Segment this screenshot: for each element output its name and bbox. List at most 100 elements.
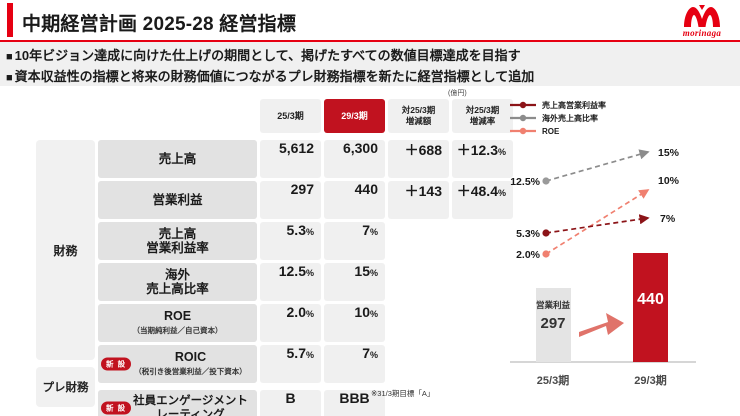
chart-label-roe-start: 2.0% (516, 249, 541, 261)
morinaga-m-logo-icon (684, 5, 720, 27)
chart-xtick-fy25: 25/3期 (537, 373, 569, 387)
row-value-fy25: 2.0% (260, 304, 321, 342)
row-value-fy25: 5.3% (260, 222, 321, 260)
row-label-text-line2: レーティング (156, 409, 225, 416)
row-label-text-line1: 海外 (164, 268, 190, 282)
row-value-fy25: 5.7% (260, 345, 321, 383)
bullet-square-icon: ■ (6, 51, 13, 63)
value-number: ＋688 (404, 142, 442, 158)
row-value-change-amount (388, 345, 449, 383)
chart-label-overseas-start: 12.5% (510, 176, 540, 188)
row-value-fy25: B (260, 390, 321, 416)
chart-line-roe (542, 189, 650, 258)
new-badge: 新 設 (101, 401, 132, 415)
value-number: 15 (354, 263, 370, 279)
value-number: ＋48.4 (456, 183, 498, 199)
bullet-item-1: ■ 10年ビジョン達成に向けた仕上げの期間として、掲げたすべての数値目標達成を目指… (6, 46, 740, 67)
row-label-operating-income: 営業利益 (98, 181, 257, 219)
table-col-header-fy29: 29/3期 (324, 99, 385, 133)
bar-value-fy29: 440 (637, 291, 664, 308)
value-unit: % (305, 309, 314, 319)
table-col-header-fy25: 25/3期 (260, 99, 321, 133)
bar-caption-operating-income: 営業利益 (536, 300, 571, 310)
value-number: 7 (362, 222, 370, 238)
header-accent-bar (7, 3, 13, 37)
table-row: 海外 売上高比率 12.5% 15% (98, 263, 513, 301)
col-header-label: 29/3期 (341, 110, 368, 121)
row-label-text-line1: 社員エンゲージメント (133, 395, 248, 407)
row-label-roic: 新 設 ROIC （税引き後営業利益／投下資本） (98, 345, 257, 383)
value-number: ＋12.3 (456, 142, 498, 158)
value-number: 10 (354, 304, 370, 320)
trend-point-margin-start (542, 229, 550, 237)
chart-xtick-fy29: 29/3期 (634, 373, 666, 387)
row-value-change-amount (388, 263, 449, 301)
value-unit: % (369, 350, 378, 360)
col-header-label-line2: 増減率 (469, 116, 496, 126)
row-label-text: 営業利益 (152, 193, 203, 207)
legend-marker-operating-margin (519, 101, 527, 109)
table-footnote: ※31/3期目標「A」 (371, 389, 435, 398)
row-value-change-amount (388, 304, 449, 342)
row-value-change-amount: ＋143 (388, 181, 449, 219)
chart-line-overseas-ratio (542, 149, 650, 185)
value-number: 6,300 (342, 140, 378, 156)
value-number: 5.7 (286, 345, 306, 361)
value-number: 2.0 (286, 304, 306, 320)
table-group-label-financial: 財務 (36, 140, 95, 360)
row-value-change-amount: ＋688 (388, 140, 449, 178)
row-value-fy25: 12.5% (260, 263, 321, 301)
row-value-fy29: 440 (324, 181, 385, 219)
row-value-fy29: 15% (324, 263, 385, 301)
table-header-row: 25/3期 29/3期 対25/3期 増減額 対25/3期 増減率 (260, 99, 513, 133)
table-col-header-change-amount: 対25/3期 増減額 (388, 99, 449, 133)
table-col-header-change-rate: 対25/3期 増減率 (452, 99, 513, 133)
chart-label-margin-end: 7% (660, 213, 676, 225)
new-badge: 新 設 (101, 357, 132, 371)
value-unit: % (305, 268, 314, 278)
row-label-text-line2: 営業利益率 (146, 241, 209, 255)
bar-fy29-operating-income (633, 253, 668, 362)
bar-fy25-operating-income (536, 288, 571, 362)
table-row: 売上高 営業利益率 5.3% 7% (98, 222, 513, 260)
chart-label-overseas-end: 15% (658, 147, 680, 159)
row-label-operating-margin: 売上高 営業利益率 (98, 222, 257, 260)
col-header-label-line1: 対25/3期 (401, 105, 436, 115)
chart-label-margin-start: 5.3% (516, 228, 541, 240)
col-header-label: 25/3期 (277, 110, 304, 121)
row-value-change-rate: ＋48.4% (452, 181, 513, 219)
value-number: 7 (362, 345, 370, 361)
page-title: 中期経営計画 2025-28 経営指標 (22, 14, 297, 35)
group-label-text: 財務 (53, 243, 78, 258)
value-unit: % (369, 309, 378, 319)
row-value-fy29: 10% (324, 304, 385, 342)
bullet-text-2: 資本収益性の指標と将来の財務価値につながるプレ財務指標を新たに経営指標として追加 (14, 69, 535, 84)
row-label-sublabel: （当期純利益／自己資本） (132, 325, 223, 335)
value-unit: % (497, 147, 506, 157)
trend-point-overseas-start (542, 177, 550, 185)
value-unit: % (305, 350, 314, 360)
row-value-change-rate: ＋12.3% (452, 140, 513, 178)
trend-line-operating-margin (545, 214, 650, 234)
row-label-net-sales: 売上高 (98, 140, 257, 178)
bar-value-fy25: 297 (540, 315, 565, 332)
growth-arrow-icon (579, 313, 624, 337)
row-value-fy29: 7% (324, 345, 385, 383)
bullet-band: ■ 10年ビジョン達成に向けた仕上げの期間として、掲げたすべての数値目標達成を目指… (0, 42, 740, 86)
row-label-overseas-sales-ratio: 海外 売上高比率 (98, 263, 257, 301)
chart-canvas: 売上高営業利益率 海外売上高比率 ROE 12.5% 15% 2.0 (510, 100, 696, 387)
row-label-text: 売上高 (158, 152, 197, 166)
legend-label-overseas-ratio: 海外売上高比率 (542, 113, 598, 123)
table-row: 新 設 社員エンゲージメント レーティング B BBB (98, 390, 513, 416)
col-header-label-line2: 増減額 (405, 116, 432, 126)
value-number: ＋143 (404, 183, 442, 199)
value-unit: % (497, 188, 506, 198)
value-number: 440 (354, 181, 378, 197)
table-row: 新 設 ROIC （税引き後営業利益／投下資本） 5.7% 7% (98, 345, 513, 383)
row-value-change-amount (388, 222, 449, 260)
row-label-text: ROIC (174, 349, 207, 364)
kpi-chart: 売上高営業利益率 海外売上高比率 ROE 12.5% 15% 2.0 (496, 96, 734, 406)
trend-line-overseas (545, 149, 650, 182)
value-unit: % (369, 227, 378, 237)
